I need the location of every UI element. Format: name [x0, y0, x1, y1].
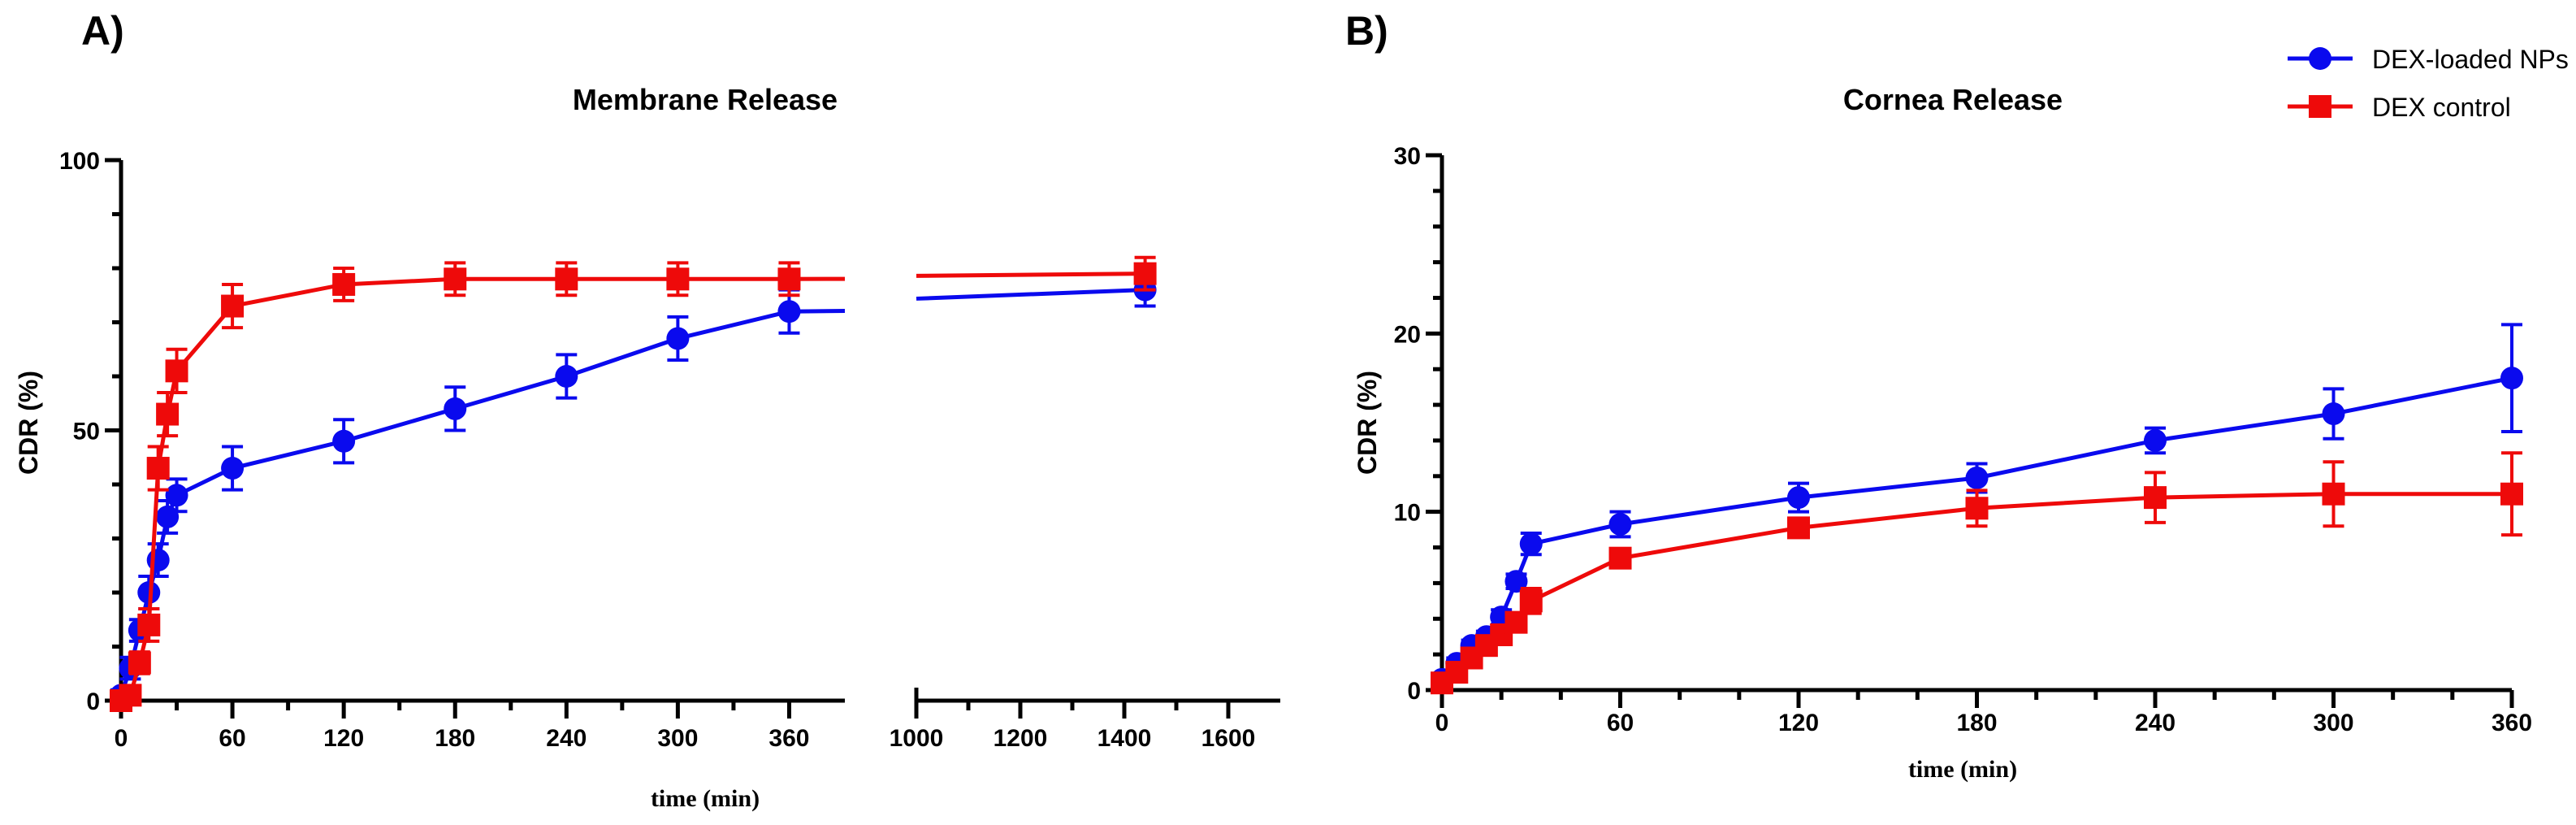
- data-point: [332, 429, 356, 453]
- series-line: [916, 271, 1145, 278]
- chart-b-ytick-label: 10: [1394, 500, 1421, 527]
- data-point: [128, 651, 151, 675]
- data-point: [2322, 402, 2345, 426]
- data-point: [666, 327, 690, 350]
- data-point: [1965, 497, 1989, 520]
- chart-b-xtick-label: 300: [2313, 710, 2353, 736]
- legend-label-nps: DEX-loaded NPs: [2372, 45, 2569, 74]
- chart-a-xtick-label: 1600: [1201, 725, 1256, 752]
- data-point: [1787, 486, 1810, 510]
- legend-marker-nps: [2309, 47, 2331, 70]
- panel-b-label: B): [1345, 8, 1388, 54]
- chart-a-ytick-label: 0: [86, 688, 100, 715]
- data-point: [165, 359, 188, 383]
- data-point: [221, 457, 245, 480]
- chart-a-xtick-label: 1200: [994, 725, 1048, 752]
- panel-a-label: A): [81, 8, 124, 54]
- data-point: [1608, 546, 1632, 570]
- chart-b-xtick-label: 360: [2492, 710, 2532, 736]
- data-point: [1519, 589, 1543, 613]
- chart-b-title: Cornea Release: [1843, 83, 2063, 116]
- chart-b-xtick-label: 180: [1956, 710, 1997, 736]
- chart-b-xlabel: time (min): [1908, 756, 2017, 783]
- data-point: [119, 684, 142, 707]
- chart-a-series-nps: [110, 271, 1157, 707]
- data-point: [332, 272, 356, 296]
- chart-a-ytick-label: 100: [59, 148, 100, 175]
- chart-b-xtick-label: 60: [1607, 710, 1634, 736]
- series-line: [119, 308, 846, 697]
- chart-a-xtick-label: 0: [115, 725, 128, 752]
- chart-a-xtick-label: 60: [219, 725, 245, 752]
- chart-b-series-control: [1431, 451, 2523, 695]
- chart-b-xtick-label: 240: [2135, 710, 2176, 736]
- chart-a-ytick-label: 50: [73, 419, 100, 445]
- legend-label-control: DEX control: [2372, 93, 2511, 122]
- data-point: [2144, 428, 2167, 452]
- data-point: [1965, 466, 1989, 489]
- series-line: [916, 288, 1145, 301]
- chart-a-xtick-label: 1000: [890, 725, 944, 752]
- chart-a-series-control: [110, 255, 1157, 712]
- chart-a-xtick-label: 240: [546, 725, 587, 752]
- data-point: [165, 484, 188, 507]
- data-point: [146, 457, 170, 480]
- chart-b-ytick-label: 20: [1394, 321, 1421, 348]
- data-point: [777, 267, 801, 291]
- data-point: [1787, 516, 1810, 540]
- chart-b-ytick-label: 0: [1407, 678, 1421, 705]
- chart-b-ytick-label: 30: [1394, 143, 1421, 170]
- data-point: [2500, 367, 2523, 390]
- data-point: [555, 365, 578, 388]
- data-point: [555, 267, 578, 291]
- data-point: [1519, 532, 1543, 556]
- chart-b-axes: [1426, 153, 2514, 708]
- chart-a-xtick-label: 180: [435, 725, 475, 752]
- data-point: [2144, 486, 2167, 510]
- data-point: [146, 549, 170, 572]
- data-point: [444, 267, 467, 291]
- chart-a-axes: [105, 158, 1280, 719]
- data-point: [221, 294, 245, 318]
- chart-a-xtick-label: 120: [323, 725, 364, 752]
- chart-a-ylabel: CDR (%): [14, 371, 43, 475]
- legend: DEX-loaded NPs DEX control: [2288, 45, 2569, 122]
- data-point: [2322, 482, 2345, 506]
- data-point: [2500, 482, 2523, 506]
- chart-a-title: Membrane Release: [573, 83, 838, 116]
- chart-a-xtick-label: 1400: [1098, 725, 1152, 752]
- chart-b-xtick-label: 120: [1778, 710, 1819, 736]
- data-point: [1608, 513, 1632, 536]
- chart-a-xtick-label: 360: [768, 725, 809, 752]
- data-point: [156, 402, 180, 426]
- data-point: [1133, 262, 1157, 285]
- data-point: [666, 267, 690, 291]
- data-point: [444, 397, 467, 420]
- data-point: [777, 300, 801, 323]
- chart-a-xlabel: time (min): [651, 785, 760, 812]
- chart-a-xtick-label: 300: [657, 725, 698, 752]
- series-line: [1440, 376, 2513, 681]
- chart-b-ylabel: CDR (%): [1353, 371, 1382, 475]
- chart-b-xtick-label: 0: [1435, 710, 1449, 736]
- data-point: [137, 613, 161, 636]
- legend-marker-control: [2309, 95, 2331, 118]
